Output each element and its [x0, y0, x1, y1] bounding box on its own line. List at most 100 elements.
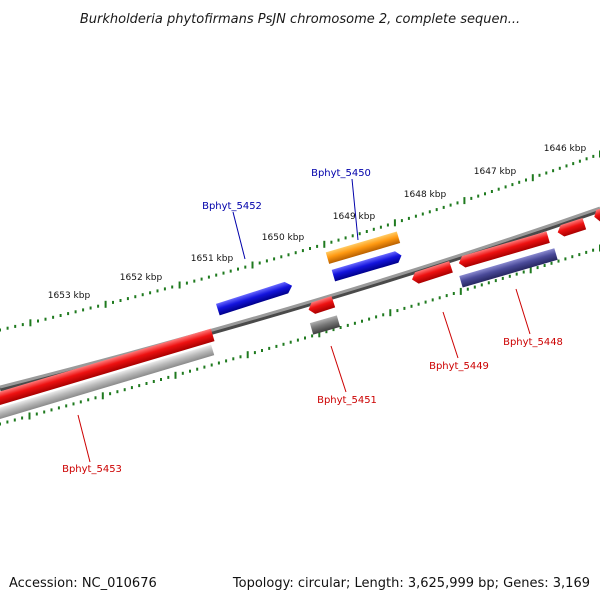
ruler-minor-tick	[585, 157, 588, 161]
gene-label[interactable]: Bphyt_5448	[503, 337, 563, 348]
ruler-minor-tick	[14, 324, 17, 328]
kbp-tick-label: 1653 kbp	[48, 291, 91, 301]
gene-bar-silver-long[interactable]	[0, 344, 215, 423]
ruler-minor-tick	[410, 304, 413, 308]
gene-bar-bphyt-5450[interactable]	[331, 250, 403, 282]
ruler-minor-tick	[508, 274, 511, 278]
ruler-minor-tick	[6, 326, 9, 330]
ruler-minor-tick	[67, 312, 70, 316]
gene-label[interactable]: Bphyt_5452	[202, 201, 262, 212]
ruler-minor-tick	[232, 357, 235, 361]
ruler-minor-tick	[207, 275, 210, 279]
ruler-minor-tick	[351, 234, 354, 238]
ruler-minor-tick	[470, 196, 473, 200]
gene-bar-bphyt-5452[interactable]	[215, 280, 294, 316]
gene-label[interactable]: Bphyt_5450	[311, 168, 371, 179]
ruler-minor-tick	[126, 297, 129, 301]
ruler-minor-tick	[13, 418, 16, 422]
ruler-minor-tick	[456, 201, 459, 205]
ruler-minor-tick	[379, 225, 382, 229]
ruler-minor-tick	[522, 270, 525, 274]
ruler-minor-tick	[294, 251, 297, 255]
callout-line	[330, 345, 347, 393]
accession-label: Accession: NC_010676	[9, 576, 157, 591]
ruler-minor-tick	[396, 309, 399, 313]
ruler-minor-tick	[210, 363, 213, 367]
ruler-minor-tick	[497, 187, 500, 191]
ruler-minor-tick	[536, 266, 539, 270]
ruler-major-tick	[393, 219, 396, 227]
ruler-minor-tick	[160, 378, 162, 381]
ruler-major-tick	[104, 300, 107, 308]
ruler-minor-tick	[268, 346, 271, 350]
ruler-minor-tick	[477, 194, 480, 198]
gene-bar-bphyt-5449[interactable]	[410, 261, 453, 285]
ruler-minor-tick	[59, 314, 62, 317]
ruler-minor-tick	[557, 259, 560, 263]
ruler-minor-tick	[490, 190, 493, 193]
gene-bar-orange[interactable]	[325, 231, 401, 264]
ruler-minor-tick	[112, 300, 114, 304]
ruler-minor-tick	[130, 386, 133, 390]
callout-line	[232, 211, 246, 260]
ruler-minor-tick	[368, 317, 371, 321]
ruler-minor-tick	[35, 412, 38, 416]
ruler-minor-tick	[50, 408, 53, 412]
gene-bar-red-right[interactable]	[457, 231, 550, 269]
backbone	[0, 206, 600, 389]
gene-label[interactable]: Bphyt_5453	[62, 464, 122, 475]
gene-bar-bphyt-5451[interactable]	[309, 315, 341, 335]
kbp-tick-label: 1648 kbp	[404, 190, 447, 200]
ruler-minor-tick	[301, 249, 304, 253]
ruler-minor-tick	[287, 253, 290, 257]
ruler-minor-tick	[372, 227, 375, 231]
kbp-ruler: 1646 kbp 1647 kbp 1648 kbp 1649 kbp 1650 kbp…	[0, 144, 600, 426]
ruler-minor-tick	[358, 232, 361, 236]
gene-label[interactable]: Bphyt_5449	[429, 361, 489, 372]
gene-bar-bphyt-5451-red[interactable]	[307, 295, 336, 315]
gene-bar-bphyt-5448[interactable]	[459, 248, 558, 288]
ruler-minor-tick	[109, 392, 112, 396]
ruler-minor-tick	[258, 261, 261, 265]
ruler-minor-tick	[21, 416, 24, 420]
ruler-minor-tick	[484, 192, 486, 196]
ruler-minor-tick	[558, 166, 561, 170]
ruler-minor-tick	[518, 180, 521, 184]
ruler-minor-tick	[217, 361, 220, 365]
ruler-minor-tick	[480, 283, 483, 287]
ruler-minor-tick	[275, 344, 278, 348]
ruler-minor-tick	[141, 293, 144, 297]
ruler-minor-tick	[253, 351, 256, 355]
ruler-minor-tick	[244, 265, 247, 269]
ruler-minor-tick	[116, 390, 119, 394]
callout-line	[77, 414, 91, 463]
gene-bar-red-long[interactable]	[0, 328, 215, 409]
ruler-minor-tick	[403, 306, 406, 310]
ruler-major-tick	[529, 266, 532, 274]
ruler-minor-tick	[304, 336, 306, 340]
ruler-minor-tick	[316, 244, 319, 248]
ruler-minor-tick	[82, 308, 85, 312]
ruler-minor-tick	[407, 216, 410, 220]
ruler-minor-tick	[414, 214, 417, 218]
ruler-major-tick	[246, 351, 249, 359]
ruler-minor-tick	[296, 338, 299, 342]
kbp-tick-label: 1649 kbp	[333, 212, 376, 222]
ruler-minor-tick	[37, 319, 39, 323]
ruler-minor-tick	[487, 281, 490, 285]
gene-bar-red-edge[interactable]	[592, 206, 600, 222]
ruler-minor-tick	[94, 396, 97, 400]
ruler-minor-tick	[550, 261, 553, 265]
ruler-major-tick	[323, 240, 326, 248]
ruler-minor-tick	[229, 269, 232, 273]
kbp-tick-label: 1650 kbp	[262, 233, 305, 243]
ruler-minor-tick	[57, 406, 60, 410]
gene-features	[0, 206, 600, 423]
ruler-minor-tick	[79, 400, 82, 404]
ruler-minor-tick	[21, 323, 24, 327]
ruler-minor-tick	[504, 185, 507, 189]
gene-bar-red-small[interactable]	[556, 217, 587, 238]
ruler-minor-tick	[565, 164, 568, 168]
ruler-minor-tick	[339, 326, 342, 329]
gene-label[interactable]: Bphyt_5451	[317, 395, 377, 406]
